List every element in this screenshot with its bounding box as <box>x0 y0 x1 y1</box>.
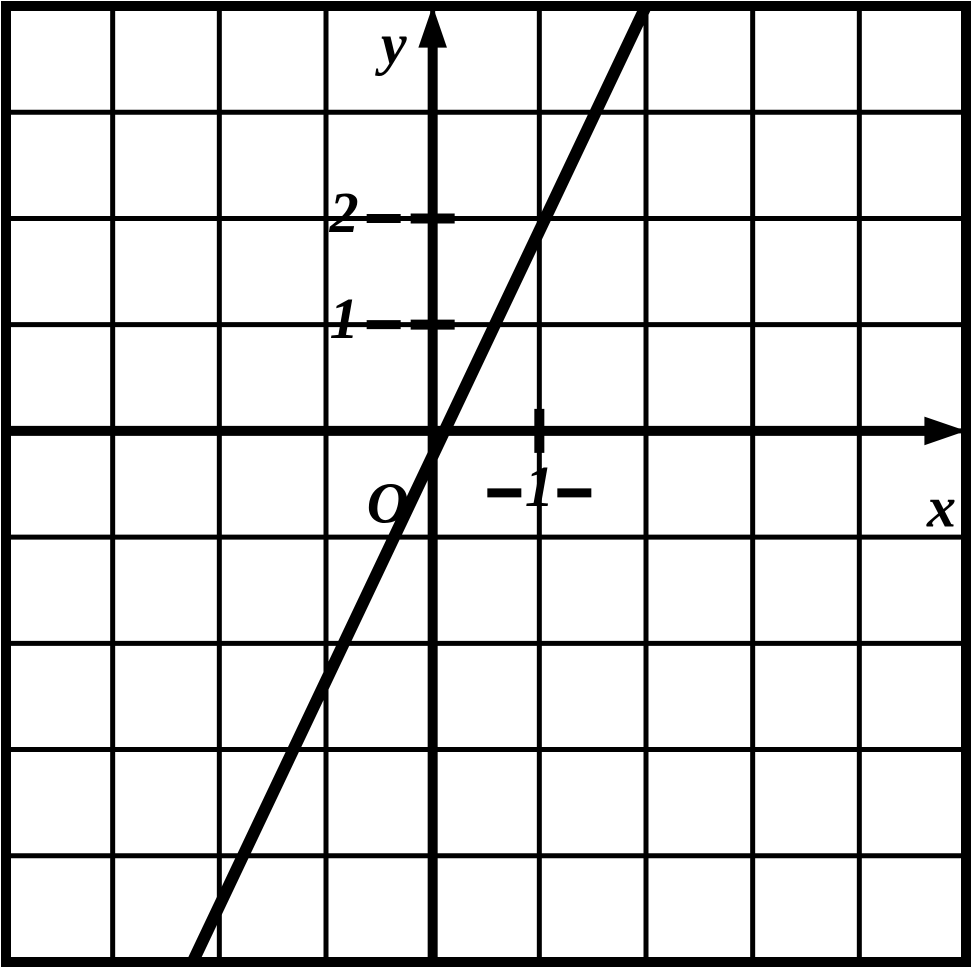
x-axis-label: x <box>926 474 956 539</box>
y-tick-label: 1 <box>330 286 359 351</box>
coordinate-plane-chart: 121Oyx <box>0 0 972 968</box>
origin-label: O <box>367 470 409 535</box>
x-tick-label: 1 <box>525 454 554 519</box>
y-tick-label: 2 <box>329 180 359 245</box>
chart-background <box>0 0 972 968</box>
